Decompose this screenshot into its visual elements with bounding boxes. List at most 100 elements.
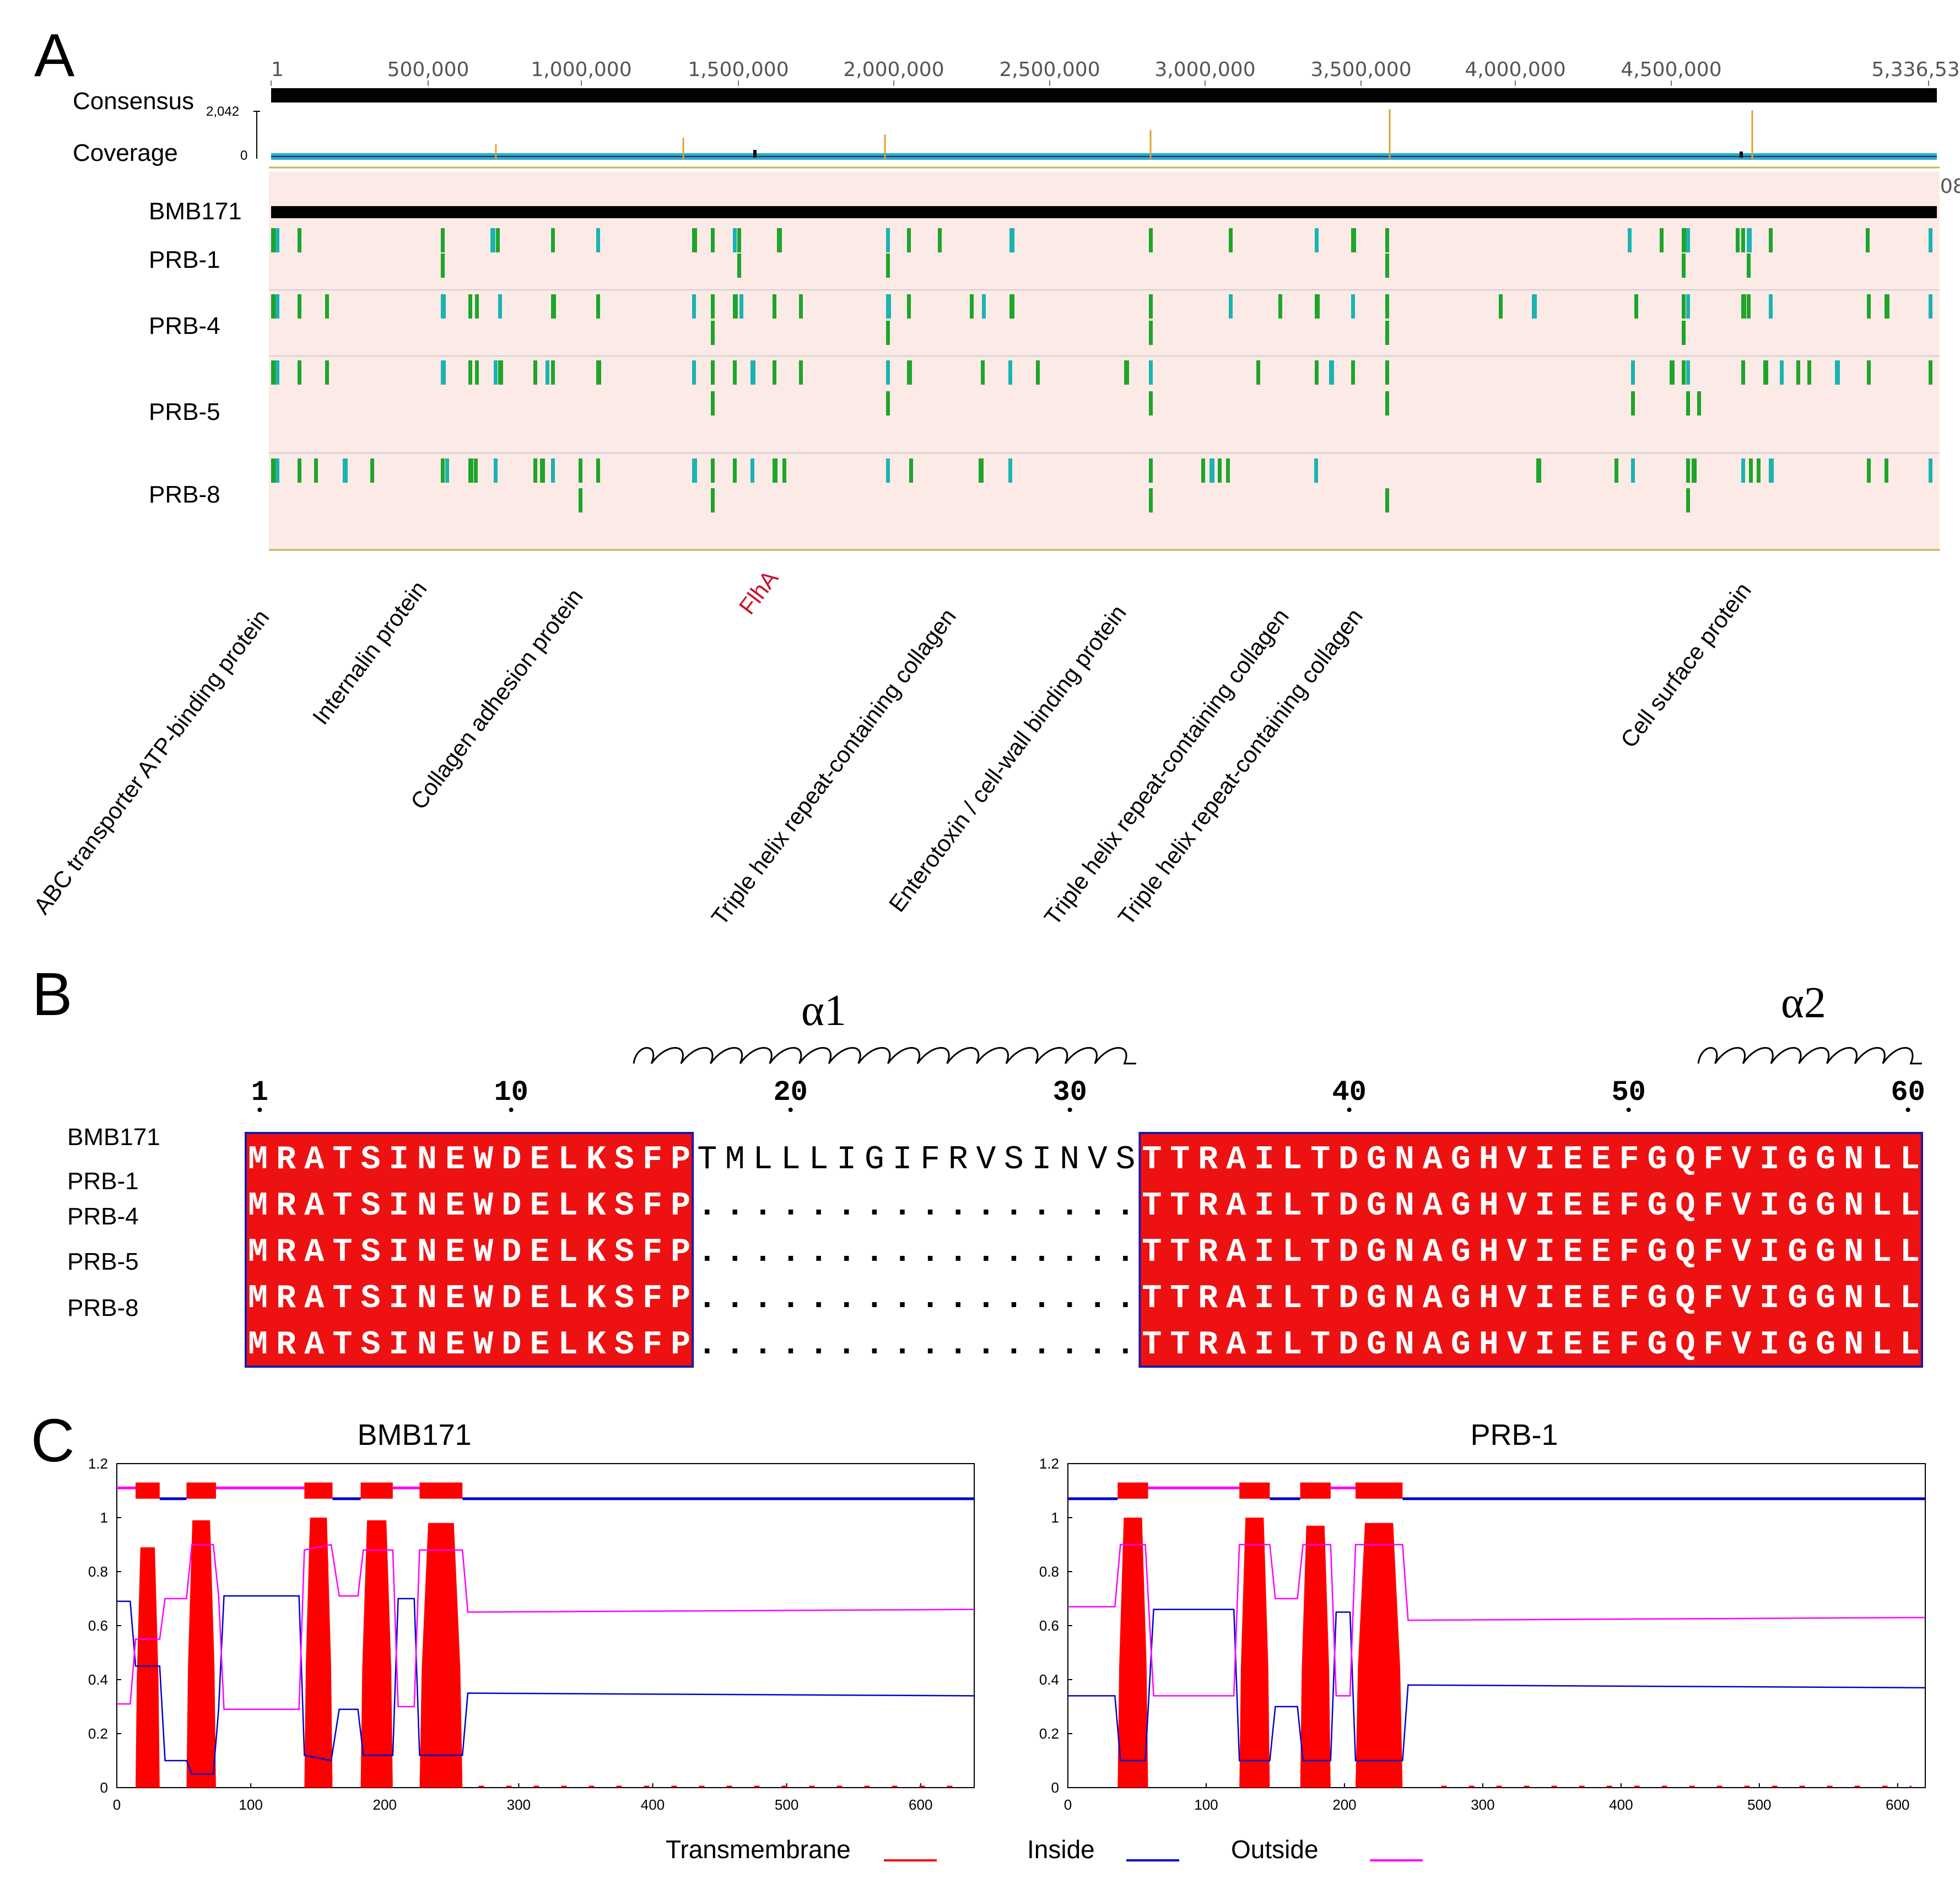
gene-block [982, 294, 986, 319]
gene-block [1741, 458, 1745, 483]
gene-block [441, 228, 445, 252]
gene-block [298, 360, 301, 385]
gene-block [1226, 458, 1230, 483]
consensus-tick-label: 4,500,000 [1621, 58, 1721, 81]
conserved-block-2 [1138, 1132, 1923, 1368]
gene-block [799, 360, 803, 385]
gene-block [739, 294, 743, 319]
reference-bar [271, 206, 1937, 218]
x-tick-label: 300 [507, 1796, 531, 1813]
gene-block [1149, 360, 1153, 385]
position-tick-dot [1626, 1108, 1631, 1112]
panel-label-a: A [34, 21, 75, 89]
y-tick-label: 0.2 [1039, 1725, 1059, 1742]
gene-block [596, 360, 601, 385]
gene-block [298, 458, 301, 483]
sequence-name: BMB171 [67, 1124, 160, 1151]
gene-block [1385, 391, 1389, 415]
gene-block [1736, 228, 1740, 252]
gene-block [750, 360, 755, 385]
gene-block [1741, 360, 1745, 385]
gene-block [979, 458, 984, 483]
gene-block [1769, 228, 1773, 252]
gene-block [1218, 458, 1222, 483]
position-tick-dot [788, 1108, 793, 1112]
transmembrane-peak [136, 1547, 160, 1788]
gene-block [1229, 294, 1233, 319]
y-tick-label: 0 [1051, 1779, 1059, 1796]
gene-block [1757, 458, 1761, 483]
gene-block [1660, 228, 1664, 252]
position-tick-label: 20 [773, 1076, 807, 1109]
transmembrane-peak [1239, 1518, 1270, 1788]
gene-block [498, 294, 502, 319]
gene-block [496, 228, 500, 252]
gene-block [1385, 228, 1389, 252]
transmembrane-peak [1300, 1525, 1331, 1788]
gene-block [1351, 294, 1355, 319]
x-tick-label: 200 [1332, 1796, 1356, 1813]
gene-block [1741, 294, 1746, 319]
gene-block [711, 321, 715, 345]
gene-block [711, 458, 715, 483]
gene-block [1631, 458, 1635, 483]
gene-block [1315, 360, 1319, 385]
gene-block [750, 458, 754, 483]
gene-block [271, 360, 276, 385]
gene-block [1867, 294, 1871, 319]
position-tick-label: 60 [1891, 1076, 1925, 1109]
consensus-tick-label: 2,500,000 [999, 58, 1100, 81]
gene-block [596, 228, 600, 252]
panel-label-c: C [31, 1407, 74, 1475]
gene-block [1385, 321, 1389, 345]
gene-block [1741, 228, 1745, 252]
gene-block [1499, 294, 1503, 319]
coverage-track [271, 109, 1937, 160]
transmembrane-peak [186, 1520, 216, 1788]
gene-block [711, 228, 715, 252]
gene-block [1686, 294, 1690, 319]
gene-block [1385, 360, 1389, 385]
gene-block [1747, 253, 1751, 278]
gene-block [773, 360, 776, 385]
gene-block [551, 458, 555, 483]
gene-block [1314, 458, 1318, 483]
gene-block [970, 294, 974, 319]
conserved-block-1 [245, 1132, 694, 1368]
gene-block [1885, 458, 1888, 483]
consensus-tick-label: 2,000,000 [843, 58, 944, 81]
sequence-middle: ................ [697, 1234, 1135, 1271]
gene-block [1670, 360, 1675, 385]
gene-block [1769, 294, 1773, 319]
gene-block [271, 458, 276, 483]
y-tick-label: 0.4 [1039, 1671, 1059, 1688]
gene-block [1807, 360, 1811, 385]
gene-block [711, 294, 715, 319]
gene-block [468, 294, 472, 319]
gene-block [1278, 294, 1282, 319]
y-tick-label: 0.2 [88, 1725, 108, 1742]
helix-coil [633, 1047, 1136, 1065]
x-tick-label: 300 [1471, 1796, 1494, 1813]
gene-block [733, 458, 737, 483]
gene-block [1385, 488, 1389, 512]
gene-block [441, 458, 445, 483]
gene-block [692, 458, 697, 483]
gene-block [1149, 228, 1153, 252]
coverage-zero-label: 0 [240, 148, 247, 163]
y-tick-label: 1.2 [88, 1455, 108, 1472]
helix-label-alpha2: α2 [1781, 979, 1826, 1027]
position-tick-label: 40 [1332, 1076, 1366, 1109]
gene-block [596, 294, 600, 319]
outside-probability-line [117, 1544, 975, 1710]
annotation-flha: FlhA [734, 565, 784, 619]
sequence-middle: ................ [697, 1326, 1135, 1364]
sequence-name: PRB-1 [67, 1168, 139, 1195]
sequence-middle: ................ [697, 1188, 1135, 1225]
gene-block [540, 458, 545, 483]
consensus-ruler: 1 500,000 1,000,000 1,500,000 2,000,000 2,500… [271, 58, 1960, 86]
gene-block [1149, 321, 1153, 345]
gene-block [1780, 360, 1784, 385]
consensus-tick-label: 1,500,000 [688, 58, 789, 81]
gene-block [886, 294, 891, 319]
